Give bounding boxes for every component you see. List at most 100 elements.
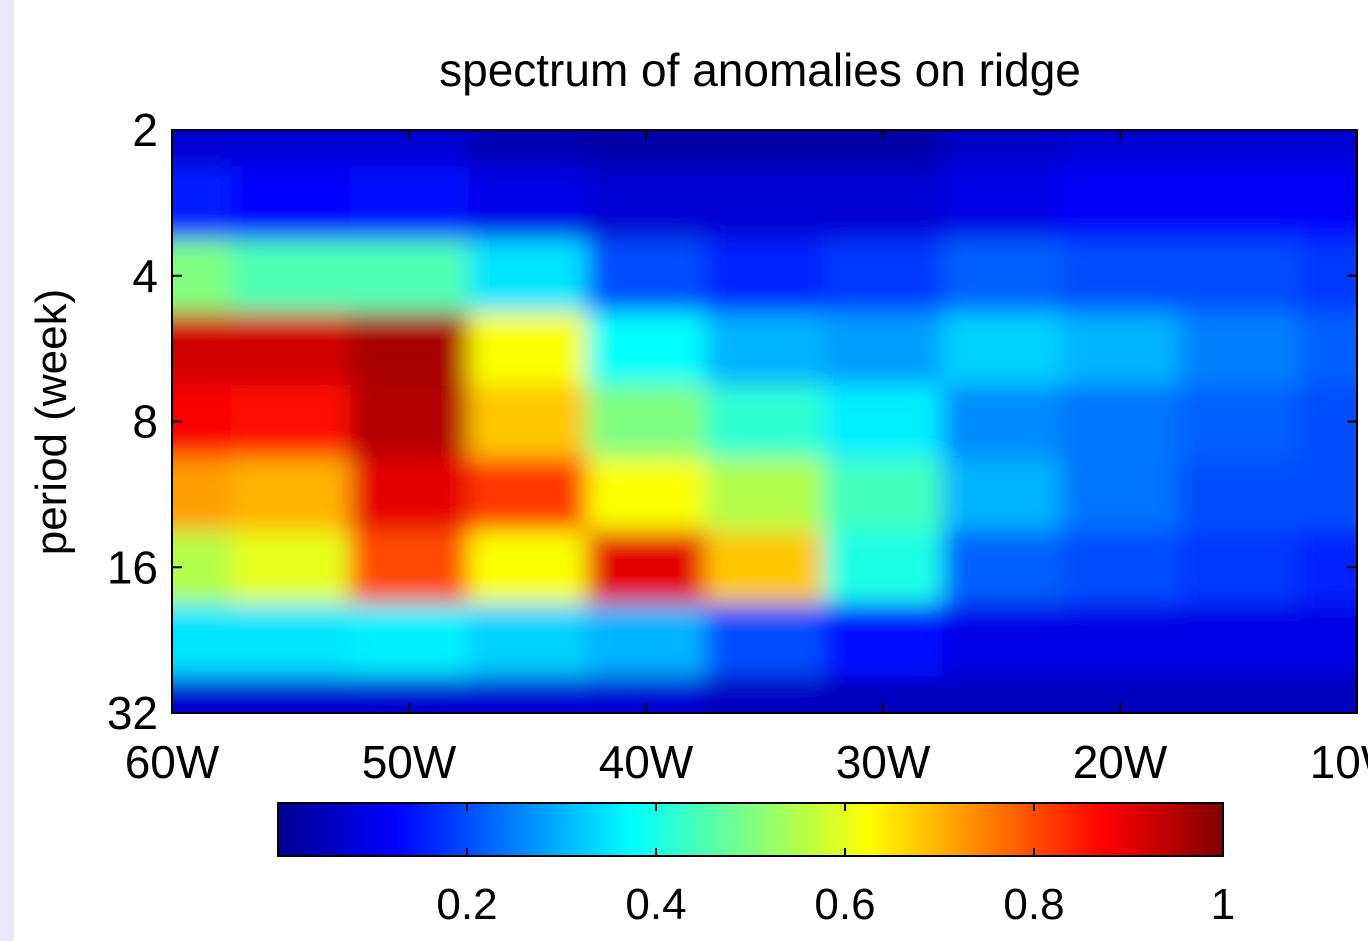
heatmap-cell xyxy=(468,457,588,532)
heatmap-cell xyxy=(823,312,943,386)
heatmap-cell xyxy=(942,385,1062,459)
y-tick-label: 16 xyxy=(107,541,158,593)
heatmap-cell xyxy=(1179,312,1299,386)
y-axis-ticks: 2 4 8 16 32 xyxy=(107,104,1357,739)
heatmap-cell xyxy=(349,385,469,459)
heatmap-cell xyxy=(823,130,943,167)
heatmap-cell xyxy=(705,457,825,532)
heatmap-cell xyxy=(1297,603,1357,677)
x-tick-label: 40W xyxy=(599,736,694,788)
heatmap-cell xyxy=(705,166,825,240)
heatmap-cell xyxy=(1297,130,1357,167)
heatmap-cell xyxy=(468,676,588,713)
colorbar-tick-label: 1 xyxy=(1211,880,1235,929)
heatmap-cell xyxy=(586,312,706,386)
heatmap-cell xyxy=(349,239,469,313)
heatmap-cell xyxy=(1179,239,1299,313)
heatmap-cell xyxy=(705,385,825,459)
heatmap-cell xyxy=(586,457,706,532)
x-tick-label: 60W xyxy=(125,736,220,788)
heatmap-cell xyxy=(231,166,351,240)
heatmap-cell xyxy=(468,239,588,313)
heatmap-cell xyxy=(942,239,1062,313)
heatmap-cell xyxy=(1060,385,1180,459)
heatmap-cell xyxy=(823,166,943,240)
heatmap-cell xyxy=(231,385,351,459)
heatmap-cell xyxy=(586,603,706,677)
colorbar-ticks: 0.2 0.4 0.6 0.8 1 xyxy=(436,803,1235,929)
y-tick-label: 2 xyxy=(132,104,158,156)
x-axis-ticks: 60W 50W 40W 30W 20W 10W xyxy=(125,130,1368,788)
x-tick-label: 10W xyxy=(1310,736,1368,788)
heatmap-cell xyxy=(942,676,1062,713)
heatmap-cell xyxy=(349,312,469,386)
heatmap-cell xyxy=(942,312,1062,386)
heatmap-cell xyxy=(468,166,588,240)
heatmap-cell xyxy=(172,312,232,386)
heatmap-cell xyxy=(1060,130,1180,167)
y-tick-label: 4 xyxy=(132,250,158,302)
x-tick-label: 20W xyxy=(1073,736,1168,788)
heatmap-cell xyxy=(231,603,351,677)
heatmap-cell xyxy=(586,166,706,240)
heatmap-cell xyxy=(823,239,943,313)
heatmap-cell xyxy=(1060,312,1180,386)
heatmap-cell xyxy=(942,130,1062,167)
colorbar-tick-label: 0.8 xyxy=(1003,880,1064,929)
heatmap-cell xyxy=(1179,603,1299,677)
heatmap-cell xyxy=(349,130,469,167)
chart-title: spectrum of anomalies on ridge xyxy=(439,44,1081,96)
heatmap-cell xyxy=(705,676,825,713)
heatmap-cell xyxy=(468,385,588,459)
colorbar-tick-label: 0.4 xyxy=(625,880,686,929)
heatmap-cell xyxy=(1179,385,1299,459)
heatmap-cell xyxy=(1060,603,1180,677)
heatmap-cell xyxy=(172,239,232,313)
heatmap-cell xyxy=(1060,166,1180,240)
heatmap-cell xyxy=(172,385,232,459)
heatmap-cell xyxy=(172,603,232,677)
colorbar-tick-label: 0.2 xyxy=(436,880,497,929)
heatmap-cell xyxy=(1179,676,1299,713)
heatmap-cell xyxy=(172,166,232,240)
y-axis-label: period (week) xyxy=(27,289,76,556)
heatmap-cell xyxy=(1179,166,1299,240)
heatmap-cell xyxy=(823,530,943,605)
colorbar-tick-label: 0.6 xyxy=(814,880,875,929)
heatmap-cell xyxy=(586,130,706,167)
heatmap-cell xyxy=(586,530,706,605)
heatmap-cell xyxy=(942,457,1062,532)
heatmap-cell xyxy=(823,457,943,532)
heatmap-cell xyxy=(231,530,351,605)
x-tick-label: 50W xyxy=(362,736,457,788)
heatmap-cell xyxy=(942,166,1062,240)
heatmap-cell xyxy=(468,130,588,167)
heatmap-cell xyxy=(823,385,943,459)
heatmap-cell xyxy=(1297,166,1357,240)
heatmap-cell xyxy=(349,166,469,240)
x-tick-label: 30W xyxy=(836,736,931,788)
heatmap-cell xyxy=(705,603,825,677)
heatmap-cell xyxy=(1179,530,1299,605)
y-tick-label: 32 xyxy=(107,687,158,739)
heatmap-cell xyxy=(1297,457,1357,532)
heatmap-cell xyxy=(586,385,706,459)
heatmap-cell xyxy=(1179,130,1299,167)
heatmap-cells xyxy=(172,130,1357,713)
heatmap-cell xyxy=(172,130,232,167)
heatmap-cell xyxy=(468,603,588,677)
heatmap-cell xyxy=(1297,312,1357,386)
heatmap-cell xyxy=(705,530,825,605)
heatmap-cell xyxy=(231,457,351,532)
heatmap-cell xyxy=(231,312,351,386)
heatmap-cell xyxy=(1060,530,1180,605)
heatmap-cell xyxy=(172,457,232,532)
heatmap-cell xyxy=(231,239,351,313)
heatmap-cell xyxy=(942,603,1062,677)
heatmap-cell xyxy=(823,603,943,677)
heatmap-cell xyxy=(468,312,588,386)
heatmap-cell xyxy=(1060,239,1180,313)
heatmap-cell xyxy=(705,130,825,167)
heatmap-cell xyxy=(942,530,1062,605)
